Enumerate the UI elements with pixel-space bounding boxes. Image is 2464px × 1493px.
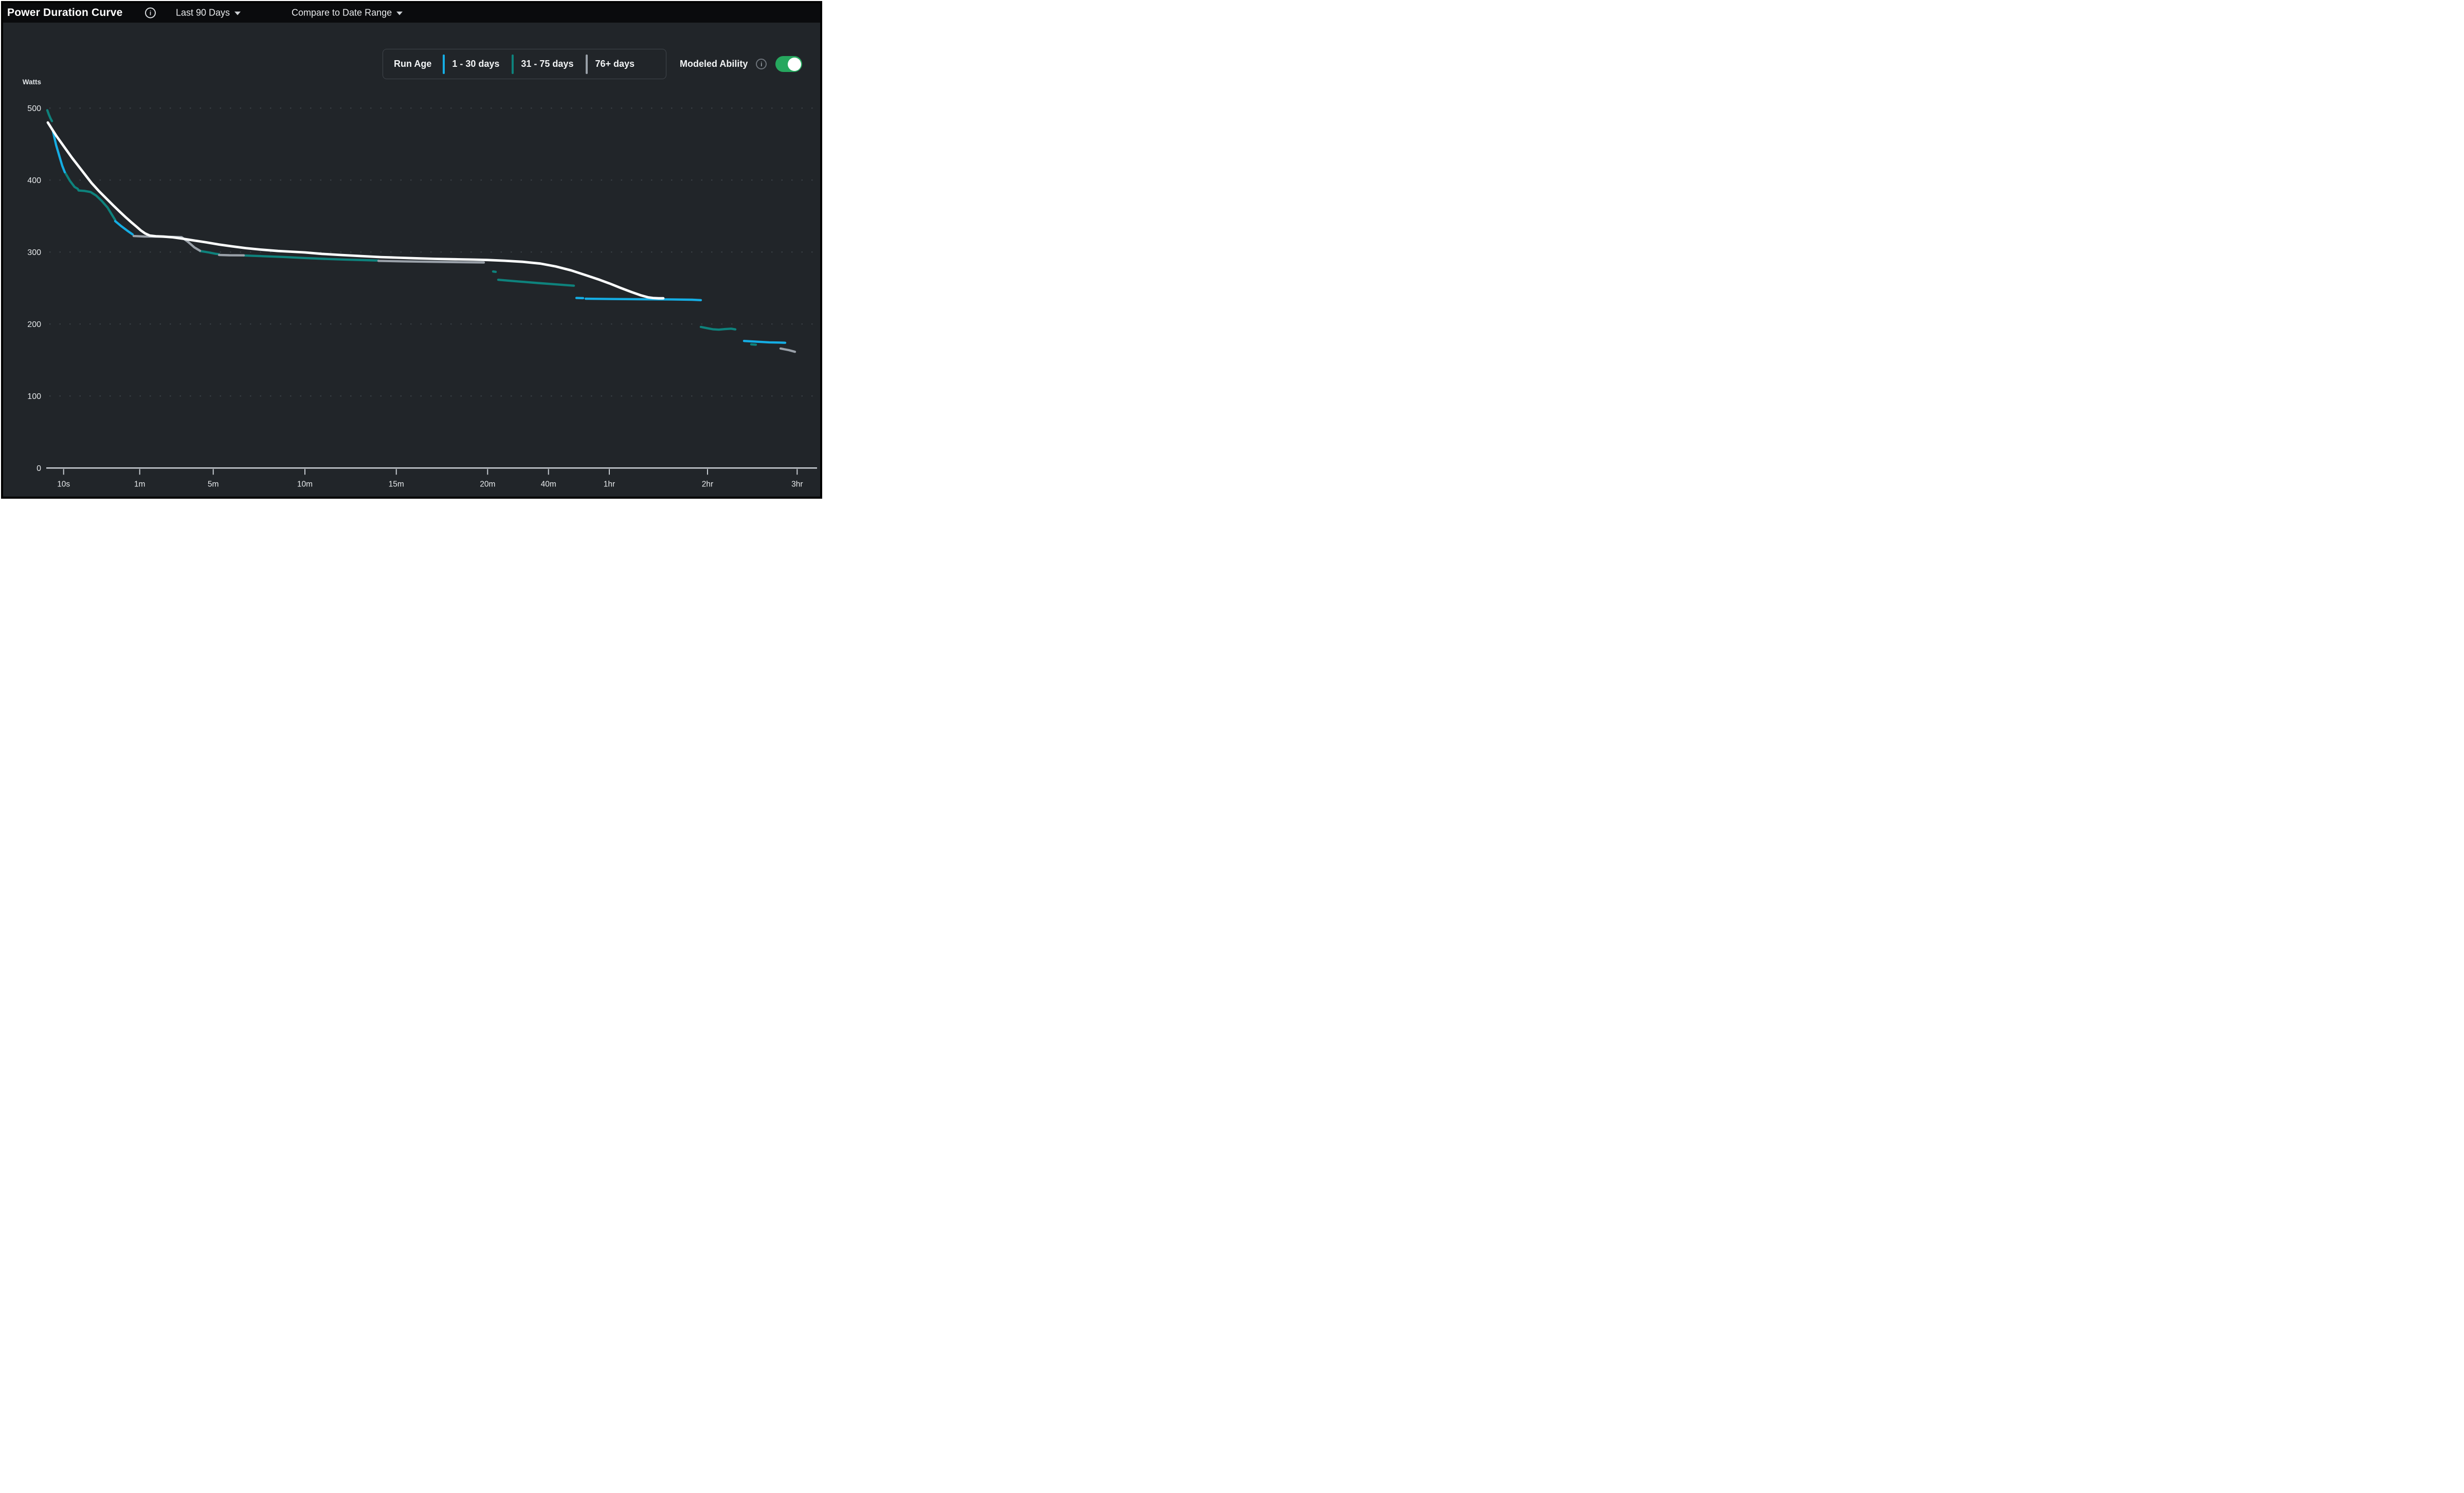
- series-76-days-seg0: [132, 234, 202, 252]
- series-31-75-days-seg3: [242, 254, 380, 262]
- series-1-30-days-seg1: [114, 220, 134, 236]
- series-31-75-days-seg7: [750, 343, 757, 346]
- legend-item-31-75-days[interactable]: 31 - 75 days: [512, 54, 573, 74]
- legend-color-bar-blue: [443, 54, 445, 74]
- series-31-75-days-seg2: [198, 250, 221, 256]
- topbar: Power Duration Curve i Last 90 Days Comp…: [3, 3, 820, 23]
- chevron-down-icon: [396, 11, 403, 15]
- x-axis-label-20m: 20m: [480, 480, 495, 488]
- page-title: Power Duration Curve: [7, 7, 123, 19]
- legend-row: Run Age 1 - 30 days 31 - 75 days 76+ day…: [383, 49, 803, 79]
- modeled-ability-label: Modeled Ability: [680, 59, 748, 69]
- y-axis-title: Watts: [22, 78, 41, 86]
- legend-item-1-30-days[interactable]: 1 - 30 days: [443, 54, 499, 74]
- y-axis-label-400: 400: [27, 176, 41, 185]
- x-axis-label-10m: 10m: [297, 480, 313, 488]
- x-axis-label-1hr: 1hr: [604, 480, 615, 488]
- x-axis-label-1m: 1m: [134, 480, 146, 488]
- legend-color-bar-gray: [586, 54, 588, 74]
- x-axis-label-15m: 15m: [389, 480, 404, 488]
- chevron-down-icon: [234, 11, 241, 15]
- y-axis-label-100: 100: [27, 392, 41, 401]
- series-1-30-days-seg4: [742, 340, 787, 344]
- modeled-ability-group: Modeled Ability i: [680, 56, 803, 72]
- series-modeled-ability-seg0: [46, 121, 665, 300]
- y-axis-label-0: 0: [37, 464, 41, 473]
- series-1-30-days-seg0: [51, 130, 66, 174]
- modeled-ability-toggle[interactable]: [775, 56, 803, 72]
- series-31-75-days-seg5: [497, 279, 575, 287]
- x-axis-label-5m: 5m: [208, 480, 219, 488]
- series-1-30-days-seg3: [584, 297, 702, 301]
- series-76-days-seg3: [779, 347, 796, 353]
- power-duration-chart[interactable]: 500 400 300 200 100 0 10s 1m 5m 10m 15m 20m 40m 1hr 2h…: [3, 3, 822, 499]
- modeled-ability-info-icon[interactable]: i: [756, 59, 767, 69]
- date-range-dropdown-label: Last 90 Days: [176, 7, 230, 18]
- toggle-knob: [787, 57, 801, 71]
- x-axis-label-3hr: 3hr: [791, 480, 803, 488]
- x-axis-label-10s: 10s: [57, 480, 70, 488]
- legend-color-bar-teal: [512, 54, 514, 74]
- y-axis-label-300: 300: [27, 248, 41, 257]
- compare-dropdown-label: Compare to Date Range: [292, 7, 392, 18]
- series-31-75-days-seg6: [699, 325, 737, 331]
- x-axis-label-40m: 40m: [541, 480, 556, 488]
- y-axis-label-200: 200: [27, 320, 41, 329]
- title-info-icon[interactable]: i: [145, 7, 156, 19]
- legend-run-age-label: Run Age: [394, 59, 432, 69]
- legend-item-76plus-days[interactable]: 76+ days: [586, 54, 635, 74]
- y-axis-label-500: 500: [27, 104, 41, 113]
- date-range-dropdown[interactable]: Last 90 Days: [176, 8, 241, 19]
- compare-date-range-dropdown[interactable]: Compare to Date Range: [292, 8, 403, 19]
- series-31-75-days-seg1: [64, 172, 117, 222]
- power-duration-curve-card: Power Duration Curve i Last 90 Days Comp…: [1, 1, 822, 499]
- series-31-75-days-seg0: [46, 109, 53, 122]
- x-axis-label-2hr: 2hr: [702, 480, 713, 488]
- series-76-days-seg2: [377, 260, 485, 264]
- series-31-75-days-seg4: [492, 270, 497, 273]
- series-76-days-seg1: [218, 253, 245, 257]
- legend-box: Run Age 1 - 30 days 31 - 75 days 76+ day…: [383, 49, 666, 79]
